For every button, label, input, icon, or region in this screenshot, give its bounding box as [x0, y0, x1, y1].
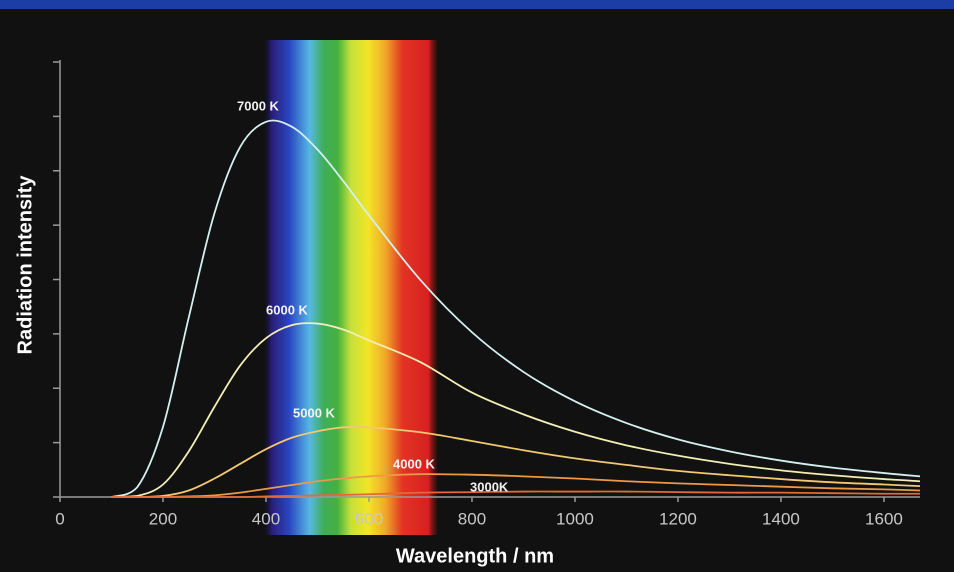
- visible-spectrum: [265, 40, 437, 535]
- curve-label: 6000 K: [266, 302, 309, 317]
- x-tick-label: 1000: [556, 509, 594, 528]
- x-tick-label: 800: [458, 509, 486, 528]
- x-axis-title: Wavelength / nm: [396, 545, 554, 567]
- x-tick-label: 0: [55, 509, 64, 528]
- x-tick-label: 400: [252, 509, 280, 528]
- curve: [111, 425, 921, 498]
- top-bar: [0, 0, 954, 9]
- x-tick-label: 200: [149, 509, 177, 528]
- curve: [111, 322, 921, 498]
- curve: [111, 119, 921, 498]
- x-tick-label: 1200: [659, 509, 697, 528]
- plot-area: 0 200 400 600 800 1000 1200 1400 1600: [53, 60, 921, 528]
- x-tick-label: 1600: [865, 509, 903, 528]
- curve: [111, 473, 921, 498]
- x-tick-label: 1400: [762, 509, 800, 528]
- curve-label: 7000 K: [237, 98, 280, 113]
- curve-label: 5000 K: [293, 405, 336, 420]
- curve-label: 3000K: [470, 479, 509, 494]
- y-axis-title: Radiation intensity: [14, 175, 36, 355]
- x-tick-label: 600: [355, 509, 383, 528]
- curve: [111, 490, 921, 498]
- curve-label: 4000 K: [393, 456, 436, 471]
